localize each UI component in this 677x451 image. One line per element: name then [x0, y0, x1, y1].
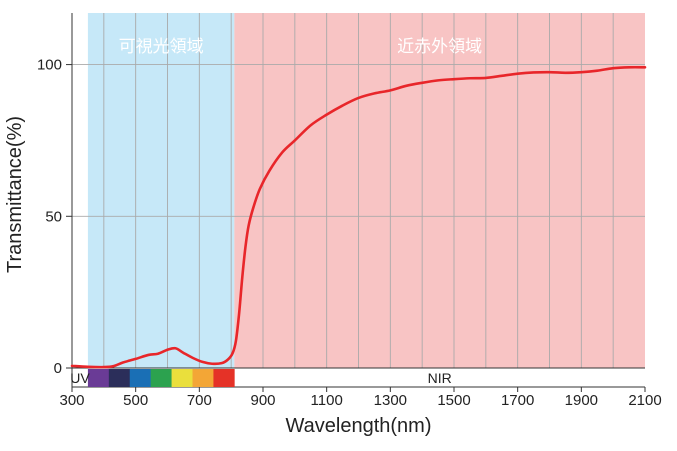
- spectrum-block: [129, 369, 151, 387]
- spectrum-block: [87, 369, 110, 387]
- spectrum-block: [171, 369, 193, 387]
- region-label-0: 可視光領域: [119, 37, 204, 56]
- spectrum-block: [192, 369, 214, 387]
- y-tick-label: 0: [54, 360, 62, 377]
- band-label-nir: NIR: [428, 370, 452, 386]
- y-tick-label: 50: [45, 208, 62, 225]
- x-tick-label: 500: [123, 392, 148, 409]
- region-band-1: [234, 13, 645, 368]
- x-tick-label: 1700: [501, 392, 534, 409]
- x-tick-label: 1500: [437, 392, 470, 409]
- x-tick-label: 1100: [311, 392, 343, 409]
- spectrum-block: [150, 369, 172, 387]
- x-tick-label: 1900: [565, 392, 598, 409]
- x-axis-title: Wavelength(nm): [286, 415, 432, 437]
- x-tick-label: 1300: [374, 392, 407, 409]
- region-band-0: [87, 13, 235, 368]
- x-tick-label: 700: [187, 392, 212, 409]
- x-tick-label: 300: [59, 392, 84, 409]
- region-label-1: 近赤外領域: [397, 37, 482, 56]
- y-axis-title: Transmittance(%): [4, 116, 26, 273]
- spectrum-block: [108, 369, 131, 387]
- x-tick-label: 900: [250, 392, 275, 409]
- series-line-0: [70, 65, 647, 369]
- y-tick-label: 100: [37, 57, 62, 74]
- spectrum-block: [213, 369, 235, 387]
- x-tick-label: 2100: [628, 392, 661, 409]
- band-label-uv: UV: [70, 370, 90, 386]
